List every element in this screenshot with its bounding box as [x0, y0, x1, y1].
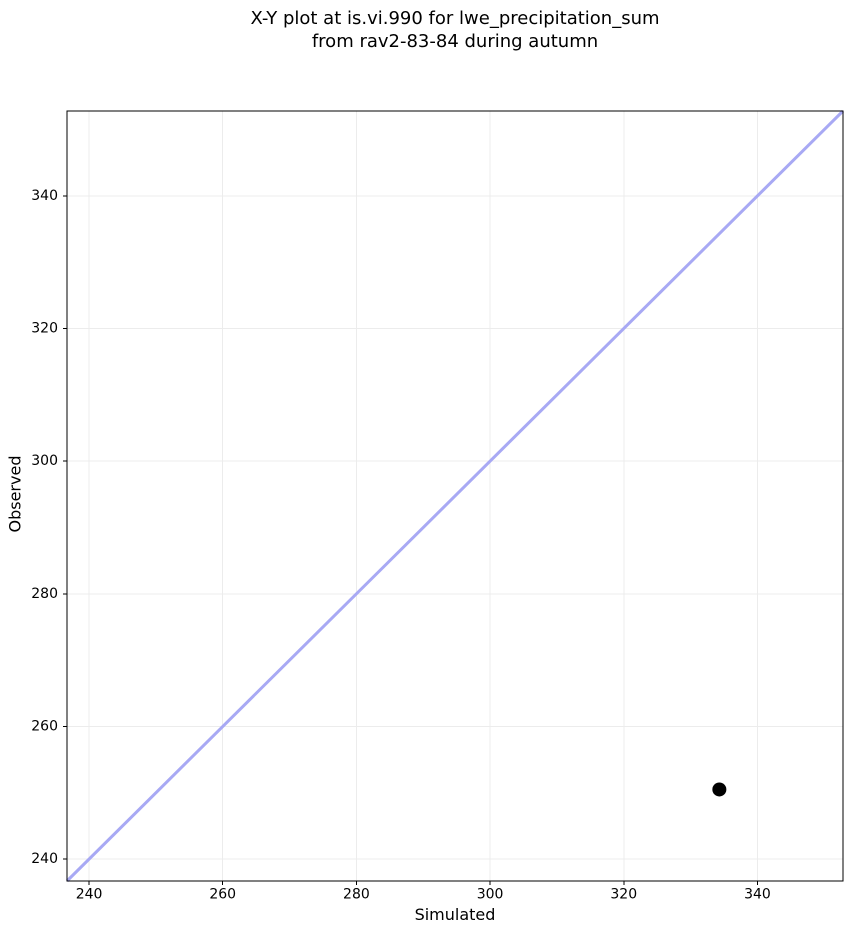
x-tick-label: 320: [610, 887, 637, 903]
x-tick-label: 240: [76, 887, 103, 903]
one-to-one-line: [65, 109, 845, 883]
chart-title: X-Y plot at is.vi.990 for lwe_precipitat…: [67, 7, 843, 54]
y-tick-label: 260: [31, 718, 58, 734]
y-axis-label: Observed: [5, 455, 25, 533]
x-axis-label: Simulated: [414, 905, 496, 924]
y-tick-label: 340: [31, 188, 58, 204]
x-tick-label: 280: [343, 887, 370, 903]
x-tick-label: 340: [744, 887, 771, 903]
observed-vs-simulated-point: [712, 782, 727, 797]
x-tick-label: 300: [477, 887, 504, 903]
y-tick-label: 280: [31, 586, 58, 602]
x-tick-label: 260: [209, 887, 236, 903]
y-tick-label: 320: [31, 321, 58, 337]
y-tick-label: 240: [31, 851, 58, 867]
chart-title-line-2: from rav2-83-84 during autumn: [311, 31, 599, 53]
plot-border: [66, 110, 844, 882]
y-tick-label: 300: [31, 453, 58, 469]
chart-title-line-1: X-Y plot at is.vi.990 for lwe_precipitat…: [250, 8, 660, 29]
